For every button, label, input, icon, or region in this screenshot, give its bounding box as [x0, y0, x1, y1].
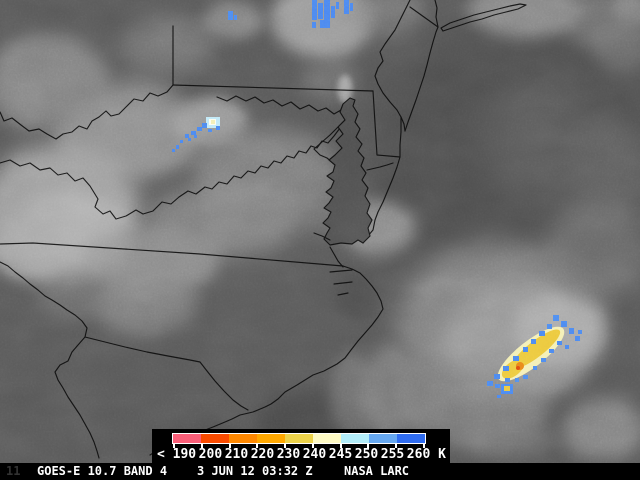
colorbar-label: 245 [328, 447, 353, 462]
colorbar-segment [201, 434, 229, 443]
timestamp: 3 JUN 12 03:32 Z [197, 464, 313, 478]
corner-mark: 11 [6, 464, 21, 478]
colorbar-label: 250 [354, 447, 379, 462]
storm-overlay [172, 0, 582, 398]
colorbar-tick [228, 444, 231, 448]
product-title: GOES-E 10.7 BAND 4 [37, 464, 168, 478]
storm-cell-atlantic [487, 315, 582, 398]
satellite-map [0, 0, 640, 463]
colorbar-tick [173, 444, 175, 448]
colorbar-segments [172, 433, 426, 444]
colorbar-tick [367, 444, 370, 448]
colorbar-label: 210 [224, 447, 249, 462]
colorbar-segment [229, 434, 257, 443]
colorbar-tick [200, 444, 203, 448]
colorbar-tick [422, 444, 425, 448]
colorbar-segment [341, 434, 369, 443]
colorbar-segment [369, 434, 397, 443]
cold-tops-north [228, 0, 353, 28]
colorbar-panel: < 190 200 210 220 230 240 245 250 255 260 K [152, 429, 450, 463]
colorbar-segment [285, 434, 313, 443]
colorbar-segment [173, 434, 201, 443]
colorbar-ticks [173, 444, 425, 448]
credit: NASA LARC [344, 464, 410, 478]
colorbar-tick [311, 444, 314, 448]
colorbar-tick [256, 444, 259, 448]
colorbar-label: 200 [198, 447, 223, 462]
colorbar-label: 260 K [406, 447, 446, 462]
storm-cell-west-virginia [172, 117, 220, 152]
colorbar-label: 230 [276, 447, 301, 462]
colorbar-segment [397, 434, 425, 443]
colorbar-segment [257, 434, 285, 443]
colorbar-label: 240 [302, 447, 327, 462]
colorbar-label: < 190 [157, 447, 197, 462]
colorbar-tick [339, 444, 342, 448]
colorbar-label: 220 [250, 447, 275, 462]
status-bar: 11 GOES-E 10.7 BAND 4 3 JUN 12 03:32 Z N… [0, 463, 640, 480]
colorbar-labels: < 190 200 210 220 230 240 245 250 255 260 K [157, 448, 446, 461]
colorbar-tick [284, 444, 287, 448]
colorbar-tick [395, 444, 398, 448]
colorbar-segment [313, 434, 341, 443]
colorbar-label: 255 [380, 447, 405, 462]
